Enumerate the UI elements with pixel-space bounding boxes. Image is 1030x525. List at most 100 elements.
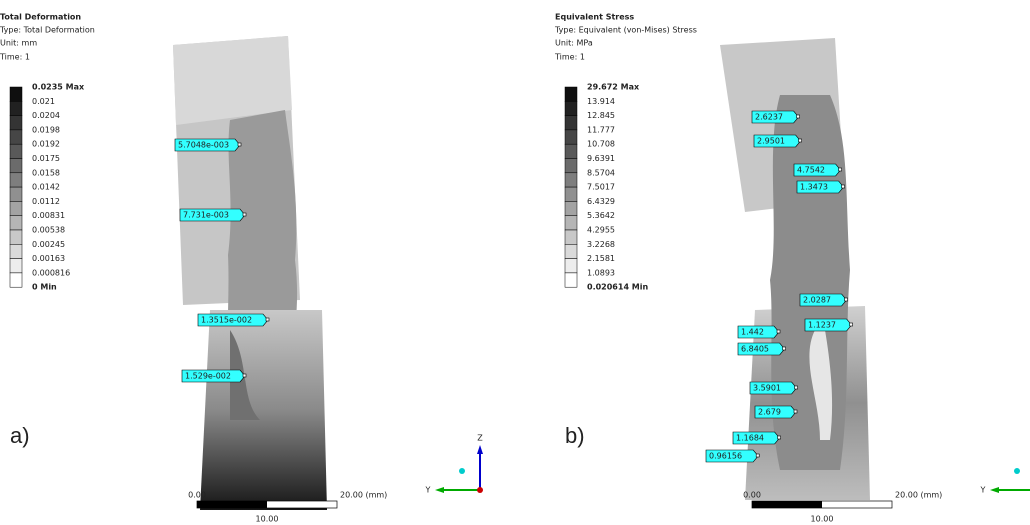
screen: Total Deformation Type: Total Deformation… (0, 0, 1030, 525)
axis-y-head (435, 487, 444, 493)
legend-swatch (10, 273, 22, 287)
result-unit: Unit: MPa (555, 39, 593, 48)
probe-pin (238, 143, 241, 146)
legend-label: 0.0192 (32, 140, 60, 149)
legend-swatch (565, 230, 577, 244)
legend-label: 4.2955 (587, 226, 615, 235)
legend-swatch (565, 244, 577, 258)
legend-label: 0.021 (32, 97, 55, 106)
axis-x-dot (1014, 468, 1020, 474)
probe-label: 2.6237 (755, 113, 783, 122)
legend-label: 0.0175 (32, 154, 60, 163)
probe-label: 5.7048e-003 (178, 141, 229, 150)
legend-swatch (565, 159, 577, 173)
legend-label: 0.00538 (32, 226, 65, 235)
probe-label: 2.9501 (757, 137, 785, 146)
result-time: Time: 1 (554, 53, 585, 62)
legend-label: 0.000816 (32, 268, 70, 277)
result-type: Type: Total Deformation (0, 26, 95, 35)
axis-z-label: Z (477, 434, 483, 443)
legend-label: 0.00245 (32, 240, 65, 249)
result-title: Total Deformation (0, 13, 81, 22)
model-b (720, 38, 870, 500)
legend-swatch (10, 259, 22, 273)
probe-label: 1.529e-002 (185, 372, 231, 381)
probe-label: 1.1684 (736, 434, 764, 443)
legend-swatch (10, 230, 22, 244)
legend-label: 8.5704 (587, 168, 615, 177)
probe-label: 1.3473 (800, 183, 828, 192)
legend-label: 0 Min (32, 283, 57, 292)
legend-label: 12.845 (587, 111, 615, 120)
probe-label: 6.8405 (741, 345, 769, 354)
legend-label: 0.0204 (32, 111, 60, 120)
legend-swatch (565, 187, 577, 201)
axis-y-label: Y (425, 486, 431, 495)
probe-pin (777, 330, 780, 333)
legend-label: 1.0893 (587, 268, 615, 277)
legend-label: 9.6391 (587, 154, 615, 163)
scale-bar-fill (752, 501, 822, 508)
legend-swatch (10, 187, 22, 201)
legend-swatch (565, 87, 577, 101)
probe-label: 2.0287 (803, 296, 831, 305)
legend-swatch (10, 144, 22, 158)
legend-swatch (10, 130, 22, 144)
legend-label: 0.00831 (32, 211, 65, 220)
probe-label: 3.5901 (753, 384, 781, 393)
legend-label: 0.0112 (32, 197, 60, 206)
probe-pin (756, 454, 759, 457)
legend-label: 11.777 (587, 125, 615, 134)
legend-label: 0.0235 Max (32, 83, 85, 92)
legend-swatch (10, 201, 22, 215)
result-unit: Unit: mm (0, 39, 37, 48)
legend-label: 7.5017 (587, 183, 615, 192)
probe-pin (778, 436, 781, 439)
scale-start: 0.00 (188, 491, 206, 500)
probe-label: 1.1237 (808, 321, 836, 330)
legend-swatch (10, 159, 22, 173)
legend-swatch (10, 244, 22, 258)
legend-label: 10.708 (587, 140, 615, 149)
probe-pin (783, 347, 786, 350)
probe-pin (794, 410, 797, 413)
legend-swatch (565, 130, 577, 144)
legend-label: 3.2268 (587, 240, 615, 249)
legend-label: 0.0142 (32, 183, 60, 192)
legend-swatch (565, 216, 577, 230)
panel-label: a) (10, 423, 30, 448)
legend-label: 13.914 (587, 97, 615, 106)
legend-label: 29.672 Max (587, 83, 640, 92)
probe-pin (842, 185, 845, 188)
probe-pin (850, 323, 853, 326)
probe-label: 1.442 (741, 328, 764, 337)
probe-pin (845, 298, 848, 301)
probe-label: 4.7542 (797, 166, 825, 175)
scale-mid: 10.00 (256, 515, 279, 524)
legend-swatch (565, 259, 577, 273)
model-a (173, 36, 327, 510)
legend-label: 0.020614 Min (587, 283, 648, 292)
probe-pin (243, 213, 246, 216)
result-type: Type: Equivalent (von-Mises) Stress (554, 26, 697, 35)
panel-label: b) (565, 423, 585, 448)
probe-pin (243, 374, 246, 377)
legend-label: 0.0198 (32, 125, 60, 134)
legend-swatch (565, 173, 577, 187)
scale-end: 20.00 (mm) (340, 491, 387, 500)
scale-end: 20.00 (mm) (895, 491, 942, 500)
probe-label: 2.679 (758, 408, 781, 417)
legend-swatch (10, 101, 22, 115)
legend-label: 6.4329 (587, 197, 615, 206)
scale-bar-fill (197, 501, 267, 508)
scale-start: 0.00 (743, 491, 761, 500)
probe-pin (795, 386, 798, 389)
legend-swatch (10, 173, 22, 187)
axis-y-head (990, 487, 999, 493)
legend-swatch (565, 116, 577, 130)
legend-label: 2.1581 (587, 254, 615, 263)
legend-swatch (565, 101, 577, 115)
axis-origin (477, 487, 483, 493)
probe-pin (839, 168, 842, 171)
result-time: Time: 1 (0, 53, 30, 62)
